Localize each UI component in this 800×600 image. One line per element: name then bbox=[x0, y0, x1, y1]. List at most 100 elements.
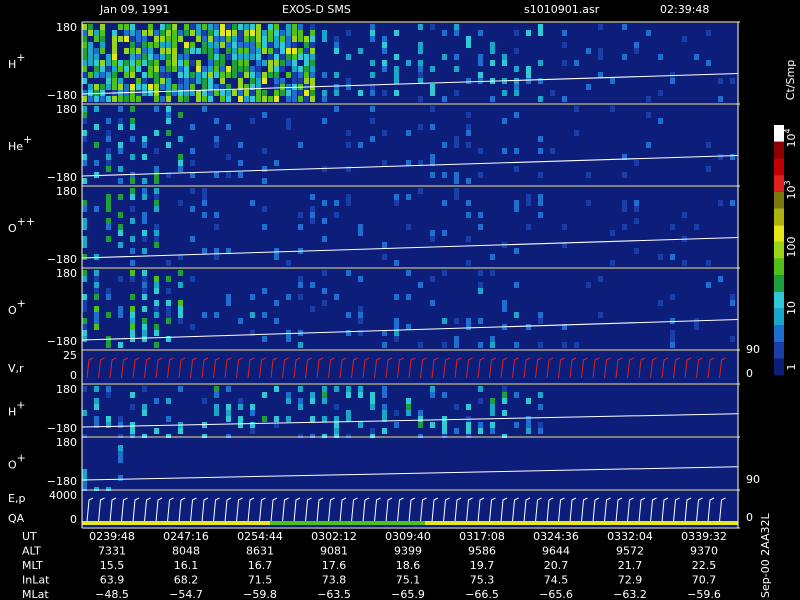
spectrogram-cell bbox=[286, 42, 291, 48]
spectrogram-cell bbox=[250, 330, 255, 336]
spectrogram-cell bbox=[292, 72, 297, 78]
spectrogram-cell bbox=[286, 36, 291, 42]
spectrogram-cell bbox=[358, 318, 363, 324]
spectrogram-cell bbox=[262, 288, 267, 294]
spectrogram-cell bbox=[208, 60, 213, 66]
spectrogram-cell bbox=[430, 106, 435, 112]
spectrogram-cell bbox=[250, 294, 255, 300]
spectrogram-cell bbox=[238, 84, 243, 90]
spectrogram-cell bbox=[118, 124, 123, 130]
spectrogram-cell bbox=[196, 90, 201, 96]
spectrogram-cell bbox=[82, 475, 87, 481]
tick-label: −180 bbox=[47, 335, 77, 348]
spectrogram-cell bbox=[202, 312, 207, 318]
spectrogram-cell bbox=[160, 30, 165, 36]
spectrogram-cell bbox=[226, 294, 231, 300]
spectrogram-cell bbox=[406, 404, 411, 410]
table-cell: 0317:08 bbox=[459, 530, 505, 543]
spectrogram-cell bbox=[142, 142, 147, 148]
spectrogram-cell bbox=[670, 294, 675, 300]
spectrogram-cell bbox=[334, 84, 339, 90]
spectrogram-cell bbox=[562, 60, 567, 66]
spectrogram-cell bbox=[418, 24, 423, 30]
spectrogram-cell bbox=[184, 48, 189, 54]
spectrogram-cell bbox=[106, 312, 111, 318]
spectrogram-cell bbox=[136, 84, 141, 90]
spectrogram-cell bbox=[94, 160, 99, 166]
spectrogram-cell bbox=[82, 236, 87, 242]
spectrogram-cell bbox=[142, 136, 147, 142]
spectrogram-cell bbox=[94, 66, 99, 72]
spectrogram-cell bbox=[346, 194, 351, 200]
spectrogram-cell bbox=[106, 294, 111, 300]
spectrogram-cell bbox=[142, 294, 147, 300]
table-cell: 16.1 bbox=[174, 559, 199, 572]
spectrogram-cell bbox=[256, 66, 261, 72]
spectrogram-cell bbox=[514, 166, 519, 172]
spectrogram-cell bbox=[322, 90, 327, 96]
colorbar-label-base: 10 bbox=[785, 186, 798, 200]
spectrogram-cell bbox=[238, 48, 243, 54]
panel-label: H+ bbox=[8, 51, 26, 71]
spectrogram-cell bbox=[112, 96, 117, 102]
spectrogram-cell bbox=[406, 60, 411, 66]
spectrogram-cell bbox=[202, 188, 207, 194]
spectrogram-cell bbox=[382, 416, 387, 422]
spectrogram-cell bbox=[166, 172, 171, 178]
spectrogram-cell bbox=[382, 342, 387, 348]
spectrogram-cell bbox=[598, 54, 603, 60]
table-cell: 9370 bbox=[690, 545, 718, 558]
spectrogram-cell bbox=[142, 236, 147, 242]
spectrogram-cell bbox=[256, 72, 261, 78]
spectrogram-cell bbox=[478, 224, 483, 230]
spectrogram-cell bbox=[238, 318, 243, 324]
spectrogram-cell bbox=[94, 312, 99, 318]
spectrogram-cell bbox=[718, 276, 723, 282]
spectrogram-cell bbox=[502, 148, 507, 154]
spectrogram-cell bbox=[646, 142, 651, 148]
spectrogram-cell bbox=[244, 24, 249, 30]
spectrogram-cell bbox=[478, 212, 483, 218]
spectrogram-cell bbox=[208, 78, 213, 84]
sawtooth bbox=[86, 497, 726, 523]
spectrogram-cell bbox=[622, 54, 627, 60]
spectrogram-cell bbox=[106, 60, 111, 66]
spectrogram-cell bbox=[112, 30, 117, 36]
spectrogram-cell bbox=[268, 60, 273, 66]
spectrogram-cell bbox=[106, 160, 111, 166]
spectrogram-cell bbox=[178, 30, 183, 36]
spectrogram-cell bbox=[334, 212, 339, 218]
spectrogram-cell bbox=[346, 392, 351, 398]
spectrogram-cell bbox=[130, 422, 135, 428]
spectrogram-cell bbox=[142, 230, 147, 236]
spectrogram-cell bbox=[208, 54, 213, 60]
spectrogram-cell bbox=[226, 300, 231, 306]
spectrogram-cell bbox=[268, 24, 273, 30]
spectrogram-cell bbox=[550, 148, 555, 154]
spectrogram-cell bbox=[466, 78, 471, 84]
table-cell: 0302:12 bbox=[311, 530, 357, 543]
spectrogram-cell bbox=[154, 178, 159, 184]
colorbar-segment bbox=[774, 258, 784, 276]
spectrogram-cell bbox=[682, 36, 687, 42]
spectrogram-cell bbox=[82, 154, 87, 160]
spectrogram-cell bbox=[238, 404, 243, 410]
spectrogram-cell bbox=[490, 422, 495, 428]
spectrogram-cell bbox=[154, 188, 159, 194]
spectrogram-cell bbox=[202, 106, 207, 112]
spectrogram-cell bbox=[106, 194, 111, 200]
spectrogram-cell bbox=[166, 54, 171, 60]
spectrogram-cell bbox=[454, 172, 459, 178]
spectrogram-cell bbox=[478, 172, 483, 178]
spectrogram-cell bbox=[286, 48, 291, 54]
colorbar-label: 103 bbox=[783, 180, 799, 199]
spectrogram-cell bbox=[268, 54, 273, 60]
spectrogram-cell bbox=[190, 30, 195, 36]
spectrogram-cell bbox=[82, 270, 87, 276]
spectrogram-cell bbox=[730, 200, 735, 206]
table-cell: 8631 bbox=[246, 545, 274, 558]
spectrogram-cell bbox=[502, 306, 507, 312]
spectrogram-cell bbox=[454, 194, 459, 200]
spectrogram-cell bbox=[166, 42, 171, 48]
colorbar-label: 1 bbox=[785, 364, 798, 371]
